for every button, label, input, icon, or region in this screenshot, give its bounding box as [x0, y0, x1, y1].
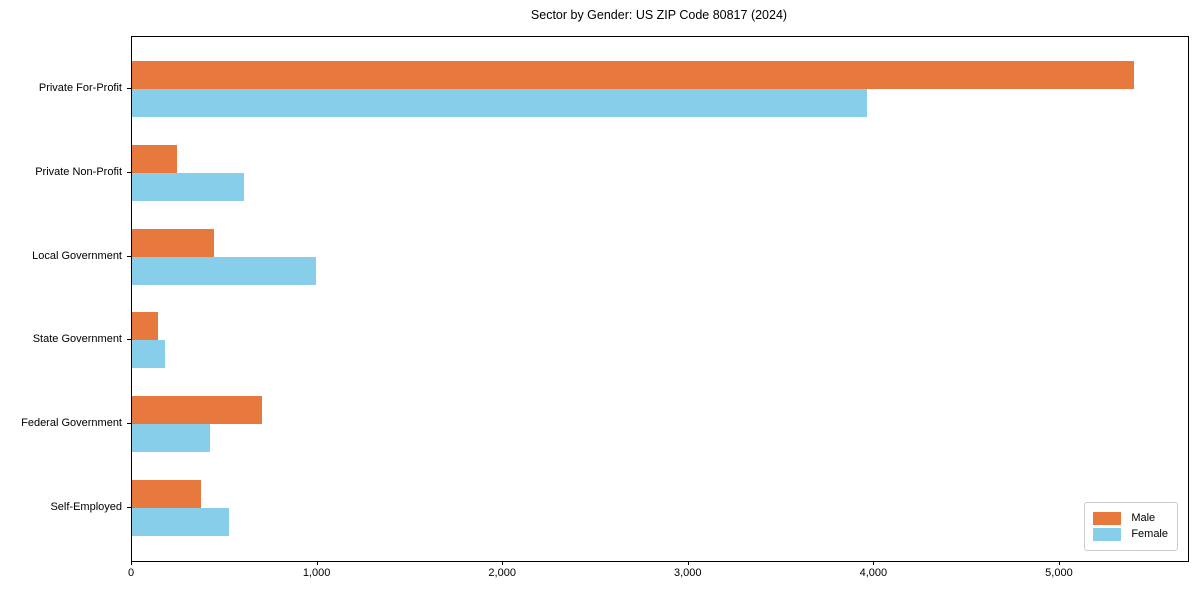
- bar-female-3: [132, 256, 316, 285]
- bar-female-6: [132, 508, 229, 536]
- bar-female-5: [132, 424, 210, 453]
- bar-male-5: [132, 396, 262, 425]
- xtick-label: 3,000: [674, 567, 702, 579]
- xtick-mark: [687, 561, 689, 565]
- bar-male-3: [132, 228, 214, 257]
- xtick-mark: [1058, 561, 1060, 565]
- xtick-mark: [873, 561, 875, 565]
- bar-male-4: [132, 312, 158, 341]
- ytick-label: State Government: [32, 333, 122, 346]
- xtick-label: 5,000: [1045, 567, 1073, 579]
- bar-female-4: [132, 340, 166, 369]
- plot-area: Male Female: [131, 36, 1189, 562]
- ytick-label: Local Government: [32, 249, 122, 262]
- ytick-mark: [127, 423, 131, 425]
- legend-swatch-female: [1093, 528, 1122, 541]
- xtick-label: 2,000: [488, 567, 516, 579]
- xtick-label: 0: [127, 567, 135, 579]
- xtick-mark: [131, 561, 132, 565]
- bar-male-1: [132, 61, 1135, 89]
- legend-swatch-male: [1093, 512, 1122, 525]
- xtick-label: 4,000: [859, 567, 888, 579]
- ytick-mark: [127, 171, 131, 173]
- ytick-mark: [127, 88, 131, 89]
- bar-female-2: [132, 172, 245, 201]
- ytick-mark: [127, 255, 131, 257]
- legend-label: Female: [1131, 528, 1168, 540]
- ytick-label: Federal Government: [21, 417, 122, 430]
- chart-title: Sector by Gender: US ZIP Code 80817 (202…: [530, 8, 788, 22]
- bar-male-2: [132, 144, 177, 173]
- bar-male-6: [132, 480, 201, 508]
- bar-female-1: [132, 89, 867, 117]
- legend-entry-male: Male: [1093, 512, 1168, 525]
- xtick-mark: [316, 561, 318, 565]
- ytick-label: Private Non-Profit: [35, 165, 122, 178]
- ytick-mark: [127, 507, 131, 508]
- legend: Male Female: [1084, 502, 1178, 551]
- ytick-label: Self-Employed: [50, 501, 122, 513]
- ytick-label: Private For-Profit: [38, 82, 122, 94]
- ytick-mark: [127, 339, 131, 341]
- legend-label: Male: [1131, 512, 1156, 524]
- xtick-label: 1,000: [302, 567, 331, 579]
- xtick-mark: [502, 561, 504, 565]
- legend-entry-female: Female: [1093, 528, 1168, 541]
